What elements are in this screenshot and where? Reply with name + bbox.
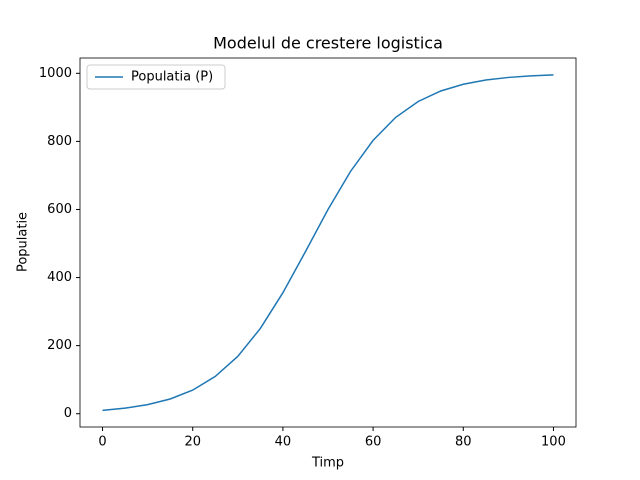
legend-label: Populatia (P) <box>131 70 213 85</box>
y-tick-label: 200 <box>47 338 72 353</box>
y-tick-label: 1000 <box>39 66 72 81</box>
y-tick-label: 600 <box>47 202 72 217</box>
chart-title: Modelul de crestere logistica <box>213 34 443 53</box>
line-series <box>102 74 554 412</box>
x-tick-label: 60 <box>365 435 382 450</box>
x-tick-label: 20 <box>184 435 201 450</box>
plot-frame <box>79 57 577 428</box>
x-tick-label: 40 <box>275 435 292 450</box>
legend-box <box>86 64 226 90</box>
y-tick-label: 400 <box>47 270 72 285</box>
x-tick-label: 0 <box>98 435 106 450</box>
y-tick-label: 0 <box>64 406 72 421</box>
x-tick-label: 80 <box>455 435 472 450</box>
y-axis-label: Populatie <box>16 212 31 272</box>
y-tick-label: 800 <box>47 134 72 149</box>
x-tick-label: 100 <box>541 435 566 450</box>
x-axis-label: Timp <box>311 456 344 471</box>
